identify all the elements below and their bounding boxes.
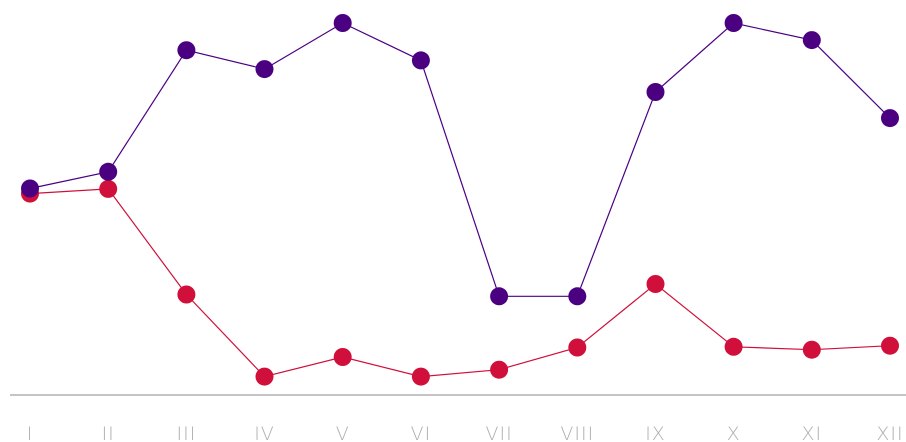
series-2-point-ii [99,179,118,198]
x-tick-label-iv: IV [254,423,275,442]
series-2-point-iv [255,367,274,386]
series-points [21,14,899,386]
series-1-point-x [724,14,743,32]
x-tick-label-x: X [727,423,741,442]
series-1-point-v [333,14,352,32]
series-1-point-xii [881,109,899,128]
x-tick-label-ii: II [102,423,115,442]
series-2-point-viii [568,338,587,357]
series-1-point-xi [802,31,821,50]
series-2-point-xii [881,336,899,355]
x-tick-label-vii: VII [485,423,512,442]
series-1-point-i [21,179,39,198]
series-1-point-ix [646,83,665,101]
series-1-point-iii [177,41,196,60]
series-2-point-ix [646,275,665,293]
x-tick-label-xi: XI [801,423,822,442]
series-2-point-iii [177,285,196,304]
series-2-line [29,188,891,378]
series-1-point-viii [568,287,587,306]
x-tick-label-ix: IX [645,423,666,442]
series-2-point-v [333,348,352,366]
series-2-point-vii [490,360,509,379]
series-1-point-vi [411,51,430,70]
x-tick-label-i: I [27,423,34,442]
series-lines [29,22,891,378]
x-tick-label-iii: III [176,423,196,442]
x-axis-tick-labels: I II III IV V VI VII VIII IX X XI XII [27,423,903,442]
series-2-point-xi [802,340,821,359]
series-1-point-vii [490,287,509,306]
series-1-point-iv [255,60,274,79]
x-tick-label-v: V [336,423,350,442]
series-1-line [29,22,891,297]
x-tick-label-vi: VI [411,423,432,442]
x-tick-label-viii: VIII [560,423,594,442]
x-tick-label-xii: XII [876,423,903,442]
series-1-point-ii [99,162,118,181]
series-2-point-vi [411,367,430,386]
series-2-point-x [724,337,743,356]
